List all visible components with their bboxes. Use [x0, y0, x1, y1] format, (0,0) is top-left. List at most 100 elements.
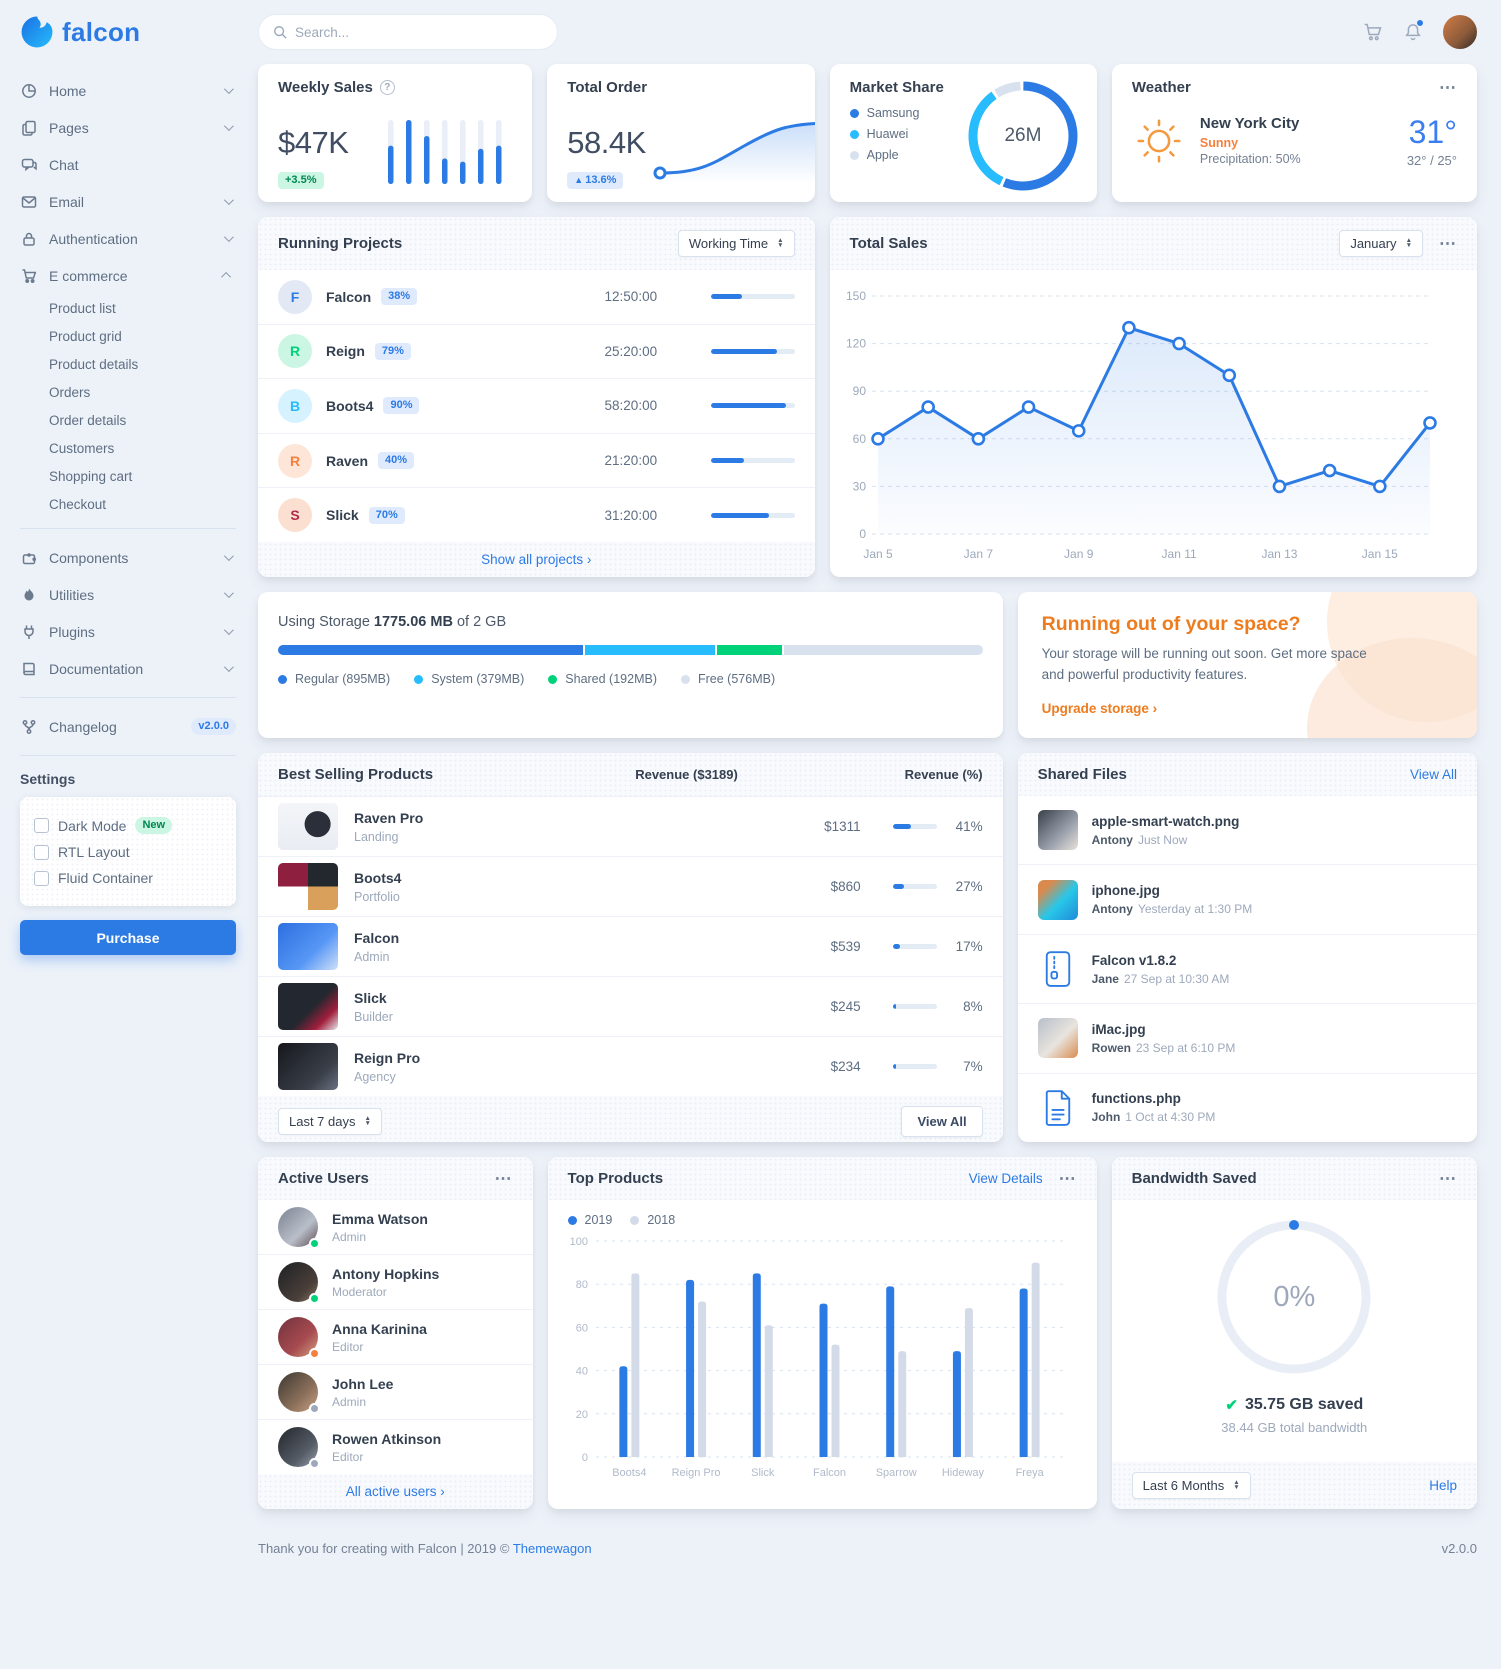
ellipsis-menu-button[interactable]: ⋯	[1058, 1169, 1077, 1188]
rtl-layout-toggle[interactable]: RTL Layout	[34, 839, 222, 865]
check-icon: ✔	[1225, 1397, 1238, 1414]
user-role: Editor	[332, 1339, 364, 1354]
month-select[interactable]: January ▲ ▼	[1339, 230, 1423, 257]
sidebar-subitem-orders[interactable]: Orders	[49, 384, 91, 400]
product-category[interactable]: Landing	[354, 829, 399, 844]
page-footer: Thank you for creating with Falcon | 201…	[258, 1524, 1477, 1598]
product-name[interactable]: Raven Pro	[354, 809, 424, 826]
view-all-link[interactable]: View All	[1409, 767, 1457, 782]
sidebar-subitem-checkout[interactable]: Checkout	[49, 496, 107, 512]
sidebar-item-authentication[interactable]: Authentication	[20, 220, 236, 257]
sidebar-item-plugins[interactable]: Plugins	[20, 613, 236, 650]
project-row: F Falcon 38% 12:50:00	[258, 270, 815, 324]
product-revenue: $234	[830, 1059, 861, 1074]
search-box[interactable]	[258, 14, 558, 50]
user-name[interactable]: Antony Hopkins	[332, 1265, 440, 1282]
storage-segment-free	[784, 645, 983, 655]
user-name[interactable]: Emma Watson	[332, 1210, 428, 1227]
project-avatar: R	[278, 443, 312, 478]
sidebar-item-utilities[interactable]: Utilities	[20, 576, 236, 613]
checkbox[interactable]	[34, 818, 49, 833]
search-input[interactable]	[295, 24, 543, 40]
svg-text:60: 60	[575, 1322, 587, 1334]
sidebar-item-documentation[interactable]: Documentation	[20, 650, 236, 687]
svg-text:Jan 13: Jan 13	[1261, 547, 1297, 561]
months-select[interactable]: Last 6 Months ▲ ▼	[1131, 1472, 1251, 1499]
upgrade-storage-link[interactable]: Upgrade storage ›	[1041, 700, 1158, 716]
file-row: Falcon v1.8.2 Jane 27 Sep at 10:30 AM	[1017, 933, 1477, 1003]
working-time-select[interactable]: Working Time ▲ ▼	[677, 230, 795, 257]
bandwidth-saved: 35.75 GB saved	[1244, 1396, 1364, 1413]
cart-button[interactable]	[1363, 22, 1383, 42]
all-active-users-link[interactable]: All active users ›	[345, 1484, 445, 1499]
notifications-button[interactable]	[1403, 19, 1424, 42]
checkbox[interactable]	[34, 870, 49, 886]
user-avatar[interactable]	[1443, 15, 1477, 49]
user-name[interactable]: John Lee	[332, 1375, 394, 1392]
sidebar-subitem-product-list[interactable]: Product list	[49, 300, 116, 316]
status-dot	[309, 1403, 320, 1414]
svg-text:Boots4: Boots4	[612, 1467, 646, 1479]
sidebar-item-chat[interactable]: Chat	[20, 146, 236, 183]
file-name[interactable]: iphone.jpg	[1091, 883, 1160, 899]
brand-logo[interactable]: falcon	[20, 0, 236, 64]
sidebar-subitem-shopping-cart[interactable]: Shopping cart	[49, 468, 133, 484]
file-name[interactable]: Falcon v1.8.2	[1091, 952, 1177, 968]
sidebar-item-home[interactable]: Home	[20, 72, 236, 109]
sidebar-item-ecommerce[interactable]: E commerce	[20, 257, 236, 294]
view-details-link[interactable]: View Details	[968, 1171, 1043, 1186]
checkbox[interactable]	[34, 844, 49, 860]
project-row: B Boots4 90% 58:20:00	[258, 378, 815, 433]
total-order-sparkline	[646, 111, 815, 189]
help-icon[interactable]: ?	[379, 80, 395, 95]
product-category[interactable]: Admin	[354, 949, 390, 964]
ellipsis-menu-button[interactable]: ⋯	[1439, 234, 1457, 253]
project-progress-badge: 38%	[381, 288, 418, 306]
weather-card: Weather ⋯ New York City Sunny Precipitat…	[1111, 64, 1477, 202]
fluid-container-toggle[interactable]: Fluid Container	[34, 865, 222, 891]
project-name[interactable]: Reign	[326, 343, 365, 360]
product-name[interactable]: Boots4	[354, 869, 402, 886]
code-file-icon	[1038, 1089, 1078, 1127]
product-category[interactable]: Builder	[354, 1009, 393, 1024]
file-name[interactable]: apple-smart-watch.png	[1091, 813, 1240, 829]
dark-mode-toggle[interactable]: Dark Mode New	[34, 812, 222, 839]
view-all-button[interactable]: View All	[901, 1106, 983, 1137]
column-header-revenue: Revenue ($3189)	[635, 767, 738, 782]
product-name[interactable]: Falcon	[354, 929, 400, 946]
sidebar-subitem-order-details[interactable]: Order details	[49, 412, 127, 428]
notification-dot	[1416, 19, 1424, 27]
user-name[interactable]: Anna Karinina	[332, 1320, 427, 1337]
sidebar-item-pages[interactable]: Pages	[20, 109, 236, 146]
chevron-down-icon	[223, 195, 234, 206]
sidebar-subitem-product-details[interactable]: Product details	[49, 356, 139, 372]
project-name[interactable]: Slick	[326, 507, 359, 524]
project-name[interactable]: Falcon	[326, 288, 372, 305]
period-select[interactable]: Last 7 days ▲ ▼	[278, 1108, 382, 1135]
sidebar-item-email[interactable]: Email	[20, 183, 236, 220]
svg-text:Sparrow: Sparrow	[875, 1467, 916, 1479]
product-name[interactable]: Slick	[354, 989, 387, 1006]
project-name[interactable]: Raven	[326, 452, 369, 469]
product-category[interactable]: Portfolio	[354, 889, 400, 904]
ellipsis-menu-button[interactable]: ⋯	[494, 1169, 513, 1188]
sidebar-subitem-customers[interactable]: Customers	[49, 440, 115, 456]
product-category[interactable]: Agency	[354, 1069, 396, 1084]
ellipsis-menu-button[interactable]: ⋯	[1438, 78, 1457, 97]
purchase-button[interactable]: Purchase	[20, 920, 236, 955]
file-name[interactable]: iMac.jpg	[1091, 1021, 1146, 1037]
themewagon-link[interactable]: Themewagon	[512, 1541, 592, 1556]
project-name[interactable]: Boots4	[326, 397, 374, 414]
total-sales-line-chart: 0 30 60 90 120 150 Jan 5 Jan 7 Jan 9 Jan 11 Jan 13…	[830, 270, 1477, 577]
weather-condition: Sunny	[1199, 136, 1239, 150]
ellipsis-menu-button[interactable]: ⋯	[1439, 1169, 1457, 1188]
file-name[interactable]: functions.php	[1091, 1091, 1181, 1107]
user-name[interactable]: Rowen Atkinson	[332, 1430, 442, 1447]
sidebar-item-changelog[interactable]: Changelog v2.0.0	[20, 708, 236, 745]
help-link[interactable]: Help	[1429, 1478, 1457, 1493]
sidebar-subitem-product-grid[interactable]: Product grid	[49, 328, 122, 344]
project-time: 25:20:00	[604, 343, 658, 359]
show-all-projects-link[interactable]: Show all projects ›	[481, 551, 592, 567]
sidebar-item-components[interactable]: Components	[20, 539, 236, 576]
product-name[interactable]: Reign Pro	[354, 1049, 421, 1066]
